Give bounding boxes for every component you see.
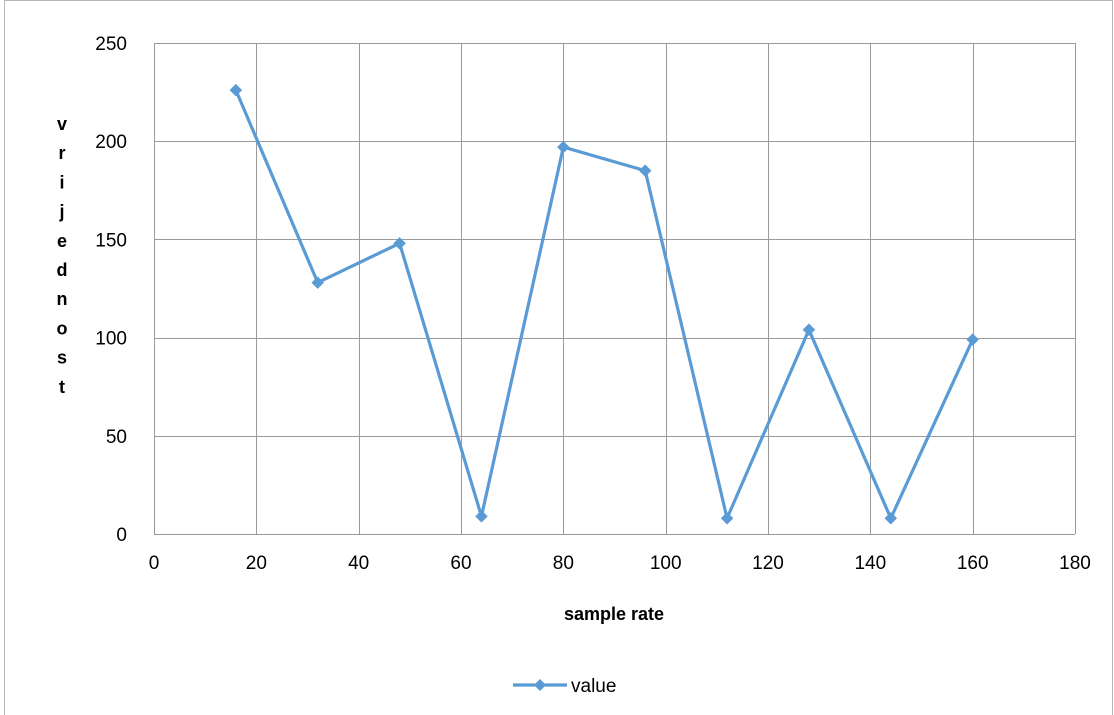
- data-point: [556, 140, 570, 154]
- y-axis-title-letter: o: [57, 318, 68, 338]
- y-axis-title-letter: e: [57, 231, 67, 251]
- y-tick-label: 0: [116, 525, 127, 546]
- x-tick-label: 100: [650, 553, 682, 574]
- x-tick-label: 0: [149, 553, 160, 574]
- data-point: [638, 164, 652, 178]
- x-tick-label: 40: [348, 553, 369, 574]
- y-tick-label: 200: [95, 132, 127, 153]
- series-line-value: [234, 88, 975, 520]
- legend-label: value: [571, 676, 616, 697]
- data-point: [720, 511, 734, 525]
- y-tick-label: 100: [95, 329, 127, 350]
- y-axis-title-letter: s: [57, 348, 67, 368]
- y-axis-title-letter: d: [57, 260, 68, 280]
- y-axis-title-letter: n: [57, 289, 68, 309]
- data-point: [229, 83, 243, 97]
- legend-marker: [534, 679, 546, 691]
- x-tick-label: 20: [246, 553, 267, 574]
- data-point: [966, 333, 980, 346]
- y-tick-label: 250: [95, 34, 127, 55]
- data-point: [475, 509, 488, 523]
- y-axis-title-letter: i: [59, 172, 64, 192]
- y-tick-labels: 0 50 100 150 200 250: [95, 34, 127, 546]
- gridlines: [154, 43, 1076, 535]
- data-point: [884, 511, 898, 525]
- x-tick-label: 160: [957, 553, 989, 574]
- y-axis-title-letter: j: [58, 202, 64, 222]
- x-tick-label: 60: [450, 553, 471, 574]
- x-tick-labels: 0 20 40 60 80 100 120 140 160 180: [149, 553, 1091, 574]
- y-axis-title-letter: t: [59, 377, 65, 397]
- y-tick-label: 150: [95, 230, 127, 251]
- x-tick-label: 120: [752, 553, 784, 574]
- series-layer: [229, 83, 980, 525]
- x-tick-label: 140: [854, 553, 886, 574]
- x-tick-label: 180: [1059, 553, 1091, 574]
- data-point: [311, 276, 325, 289]
- x-axis-title: sample rate: [564, 604, 664, 624]
- y-axis-title-letter: r: [58, 143, 65, 163]
- x-tick-label: 80: [553, 553, 574, 574]
- chart-frame: [4, 0, 1113, 715]
- y-tick-label: 50: [106, 427, 127, 448]
- data-point: [393, 236, 406, 250]
- legend: value: [513, 676, 616, 697]
- y-axis-title-letter: v: [57, 114, 67, 134]
- data-point: [802, 323, 816, 337]
